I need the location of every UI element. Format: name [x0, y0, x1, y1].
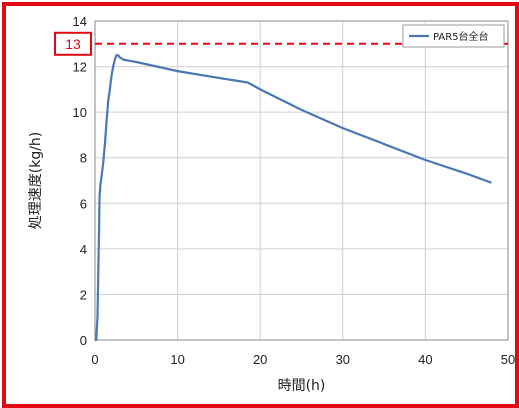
- y-tick-label: 12: [73, 60, 87, 75]
- y-tick-label: 4: [80, 242, 87, 257]
- grid-lines: [94, 20, 509, 341]
- y-tick-label: 0: [80, 333, 87, 348]
- x-tick-label: 10: [170, 352, 184, 367]
- legend-box: [402, 24, 505, 48]
- x-tick-label: 20: [253, 352, 267, 367]
- x-tick-label: 40: [418, 352, 432, 367]
- y-axis-label: 処理速度(kg/h): [28, 132, 44, 230]
- y-tick-label: 6: [80, 196, 87, 211]
- legend-entry-label: PAR5台全台: [433, 30, 489, 43]
- x-tick-label: 0: [91, 352, 98, 367]
- y-tick-label: 8: [80, 151, 87, 166]
- plot-area: [94, 20, 509, 341]
- series-line: [95, 54, 492, 342]
- reference-label: 13: [65, 36, 81, 52]
- x-tick-label: 30: [336, 352, 350, 367]
- legend: PAR5台全台: [402, 24, 505, 48]
- y-tick-labels: 0 2 4 6 8 10 12 14: [73, 14, 87, 348]
- y-tick-label: 14: [73, 14, 87, 29]
- x-tick-label: 50: [501, 352, 515, 367]
- x-tick-labels: 0 10 20 30 40 50: [91, 352, 515, 367]
- y-tick-label: 10: [73, 105, 87, 120]
- y-tick-label: 2: [80, 287, 87, 302]
- reference-label-box: [54, 31, 92, 56]
- x-axis-label: 時間(h): [278, 378, 326, 394]
